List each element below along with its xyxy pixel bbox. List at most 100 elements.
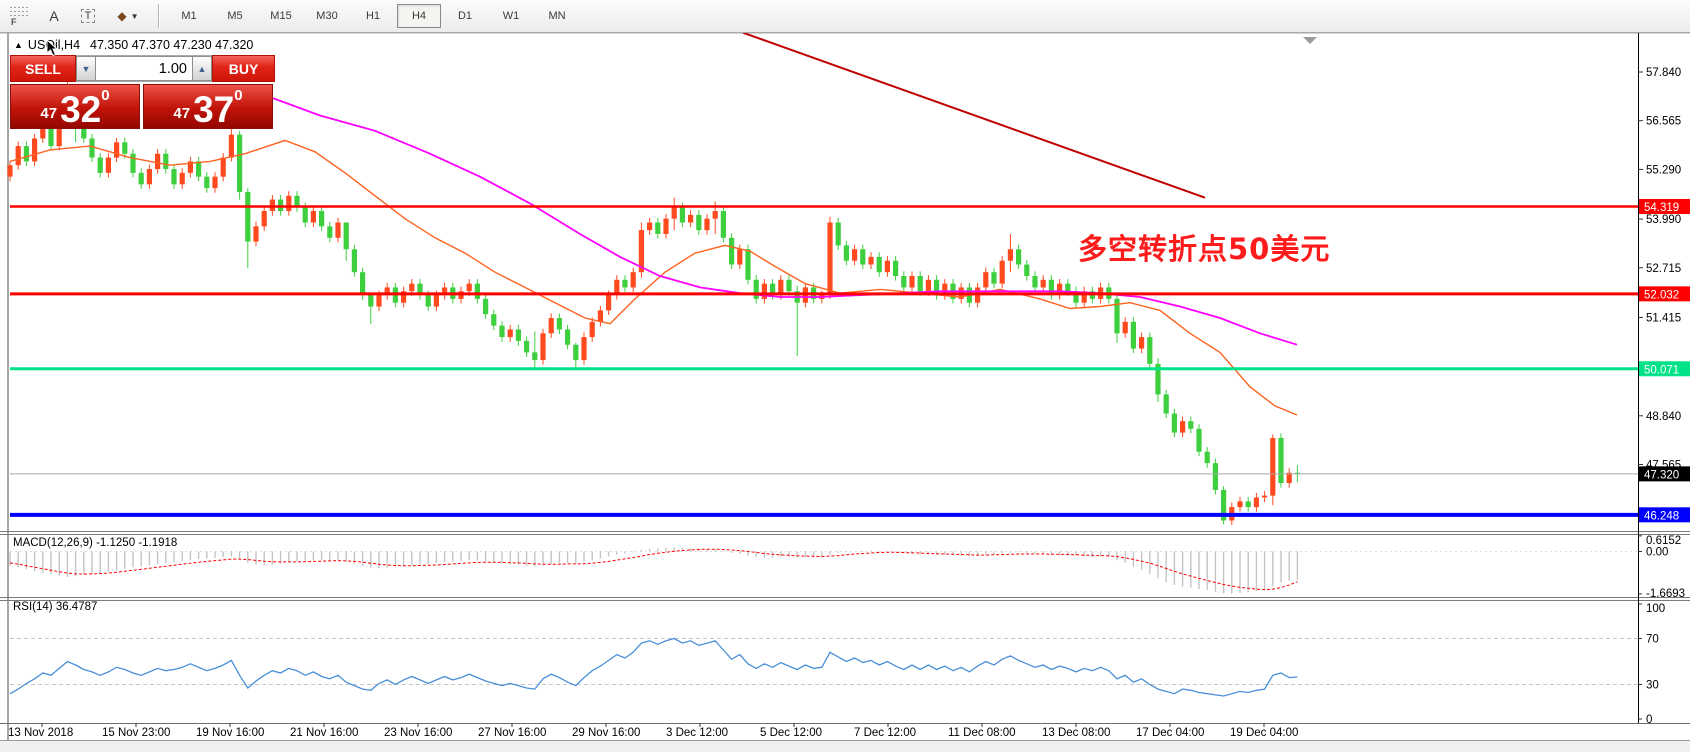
candle-body bbox=[351, 249, 357, 273]
candle-body bbox=[565, 329, 571, 345]
candle-body bbox=[146, 169, 152, 185]
macd-signal-line bbox=[9, 548, 1298, 591]
candle-body bbox=[1253, 497, 1259, 508]
candle-body bbox=[1212, 463, 1218, 490]
candle-body bbox=[573, 344, 579, 361]
candle-body bbox=[294, 195, 300, 208]
rsi-tick-label: 0 bbox=[1646, 714, 1652, 726]
timeframe-d1-button[interactable]: D1 bbox=[457, 10, 473, 22]
buy-button[interactable]: BUY bbox=[212, 55, 275, 82]
candle-body bbox=[540, 333, 546, 361]
descending-trendline[interactable] bbox=[742, 31, 1206, 199]
toolbar-separator bbox=[158, 4, 160, 28]
candle-body bbox=[155, 153, 161, 170]
candle-body bbox=[409, 283, 415, 292]
chart-title: ▲ USOil,H4 47.350 47.370 47.230 47.320 bbox=[14, 38, 253, 52]
candle-body bbox=[901, 275, 907, 288]
candle-body bbox=[179, 172, 185, 185]
candle-body bbox=[163, 153, 169, 170]
candle-body bbox=[1204, 451, 1210, 464]
fibonacci-grid-decoration bbox=[10, 7, 28, 19]
timeframe-m1-button[interactable]: M1 bbox=[181, 10, 197, 22]
candle-body bbox=[679, 207, 685, 223]
candle-body bbox=[688, 214, 694, 223]
candle-body bbox=[1048, 279, 1054, 296]
candle-body bbox=[647, 222, 653, 231]
candle-body bbox=[704, 218, 710, 231]
volume-decrease-button[interactable]: ▼ bbox=[76, 56, 96, 81]
candle-body bbox=[1221, 489, 1227, 521]
shift-marker[interactable] bbox=[1303, 37, 1317, 44]
candle-body bbox=[1180, 421, 1186, 433]
candle-body bbox=[97, 157, 103, 173]
buy-price-tile[interactable]: 47 37 0 bbox=[143, 84, 273, 129]
candle-body bbox=[1171, 413, 1177, 433]
sell-price-point: 0 bbox=[101, 87, 110, 104]
candle-body bbox=[852, 249, 858, 261]
candle-body bbox=[1196, 428, 1202, 452]
sell-price-tile[interactable]: 47 32 0 bbox=[10, 84, 140, 129]
collapse-triangle-icon[interactable]: ▲ bbox=[14, 40, 23, 50]
sell-button[interactable]: SELL bbox=[10, 55, 76, 82]
candle-body bbox=[442, 287, 448, 296]
one-click-trading-panel: SELL ▼ 1.00 ▲ BUY 47 32 0 47 37 0 bbox=[10, 55, 275, 129]
chevron-down-icon: ▼ bbox=[130, 11, 139, 21]
candle-body bbox=[196, 161, 202, 177]
candle-body bbox=[130, 153, 136, 173]
timeframe-m30-button[interactable]: M30 bbox=[316, 10, 338, 22]
candle-body bbox=[32, 138, 38, 162]
candle-body bbox=[884, 260, 890, 273]
timeframe-m5-button[interactable]: M5 bbox=[227, 10, 243, 22]
candle-body bbox=[319, 211, 325, 227]
candle-body bbox=[122, 142, 128, 154]
candle-body bbox=[1130, 321, 1136, 349]
candle-body bbox=[171, 169, 177, 185]
volume-increase-button[interactable]: ▲ bbox=[192, 56, 212, 81]
candle-body bbox=[187, 161, 193, 173]
candle-body bbox=[1188, 421, 1194, 429]
rsi-tick-label: 30 bbox=[1646, 680, 1659, 692]
price-line-tag bbox=[1639, 507, 1690, 523]
macd-indicator-label: MACD(12,26,9) -1.1250 -1.1918 bbox=[13, 537, 178, 549]
candle-body bbox=[663, 218, 669, 234]
candle-body bbox=[1065, 283, 1071, 292]
ma-fast-line bbox=[9, 139, 1298, 416]
arrows-icon-diamond: ◆ bbox=[117, 9, 127, 23]
chart-annotation[interactable]: 多空转折点50美元 bbox=[1078, 232, 1331, 266]
arrows-icon[interactable]: ◆ ▼ bbox=[108, 3, 148, 29]
candle-body bbox=[1007, 249, 1013, 261]
candle-body bbox=[720, 211, 726, 238]
fibonacci-icon[interactable]: F bbox=[6, 3, 34, 29]
candle-body bbox=[138, 172, 144, 185]
candle-body bbox=[917, 275, 923, 292]
candle-body bbox=[778, 279, 784, 296]
candle-body bbox=[1155, 363, 1161, 395]
timeframe-w1-button[interactable]: W1 bbox=[502, 10, 520, 22]
text-label-icon[interactable]: T bbox=[74, 3, 102, 29]
volume-input[interactable]: 1.00 bbox=[96, 56, 192, 81]
buy-price-whole: 47 bbox=[173, 105, 191, 122]
candle-body bbox=[237, 134, 243, 192]
candle-body bbox=[893, 260, 899, 276]
text-icon-letter: A bbox=[49, 8, 59, 24]
candle-body bbox=[302, 207, 308, 223]
timeframe-mn-button[interactable]: MN bbox=[548, 10, 566, 22]
candle-body bbox=[368, 295, 374, 307]
date-tick-label: 15 Nov 23:00 bbox=[102, 727, 170, 739]
timeframe-h1-button[interactable]: H1 bbox=[365, 10, 381, 22]
text-icon[interactable]: A bbox=[40, 3, 68, 29]
timeframe-m15-button[interactable]: M15 bbox=[270, 10, 292, 22]
candle-body bbox=[606, 295, 612, 311]
candle-body bbox=[474, 283, 480, 299]
candle-body bbox=[286, 195, 292, 212]
price-line-tag bbox=[1639, 361, 1690, 377]
candle-body bbox=[761, 283, 767, 299]
timeframe-h4-button[interactable]: H4 bbox=[397, 4, 441, 28]
candle-body bbox=[868, 256, 874, 265]
candle-body bbox=[991, 272, 997, 284]
macd-tick-label: 0.00 bbox=[1646, 547, 1668, 559]
candle-body bbox=[1073, 291, 1079, 303]
candle-body bbox=[360, 272, 366, 296]
candle-body bbox=[1262, 495, 1268, 498]
